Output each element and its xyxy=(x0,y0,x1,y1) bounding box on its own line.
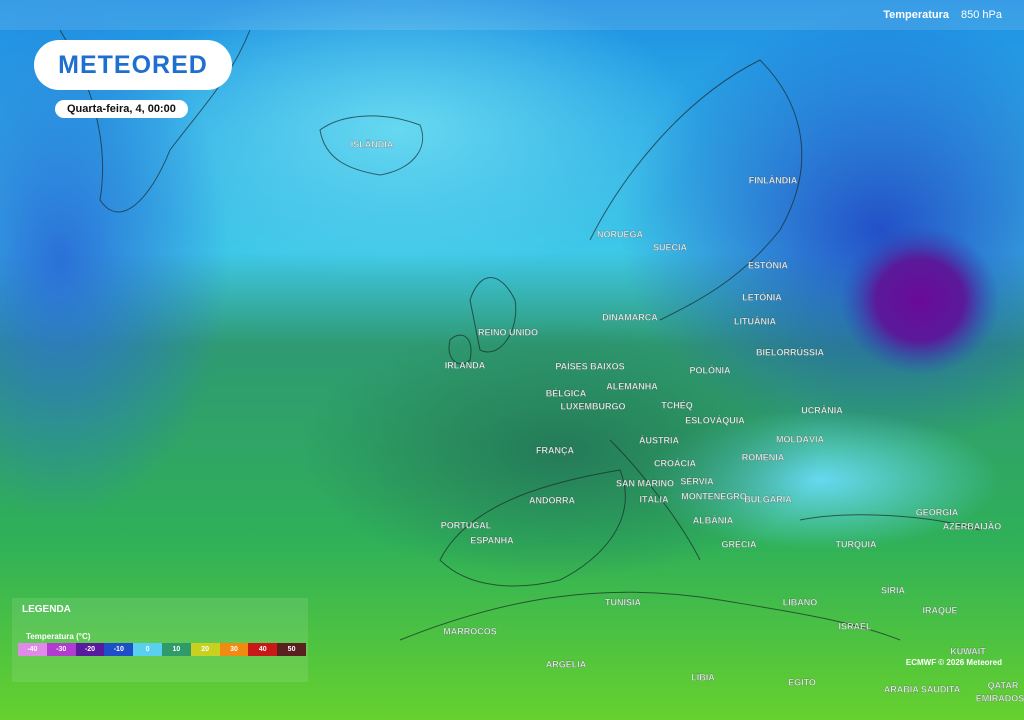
date-chip[interactable]: Quarta-feira, 4, 00:00 xyxy=(55,100,188,118)
scale-tick: -40 xyxy=(18,643,47,656)
country-label: IRAQUE xyxy=(922,605,957,615)
country-label: LITUÂNIA xyxy=(734,315,776,326)
country-label: ISRAEL xyxy=(838,621,872,631)
logo[interactable]: METEORED xyxy=(34,40,232,90)
country-label: LÍBANO xyxy=(783,597,818,607)
country-label: TCHÉQ xyxy=(661,400,693,410)
country-label: SÍRIA xyxy=(881,585,906,595)
country-label: ISLÂNDIA xyxy=(351,138,394,149)
country-label: ALEMANHA xyxy=(606,381,658,391)
legend-scale-title: Temperatura (°C) xyxy=(26,632,91,641)
country-label: POLÓNIA xyxy=(689,364,731,375)
scale-tick: 50 xyxy=(277,643,306,656)
scale-tick: 10 xyxy=(161,643,191,656)
country-label: ESLOVÁQUIA xyxy=(685,415,745,425)
country-label: GRÉCIA xyxy=(721,539,757,549)
country-label: ARÁBIA SAUDITA xyxy=(884,684,961,694)
country-label: GEÓRGIA xyxy=(916,506,959,517)
country-label: UCRÂNIA xyxy=(801,404,843,415)
country-label: LETÓNIA xyxy=(742,291,782,302)
layer-info[interactable]: Temperatura 850 hPa xyxy=(883,9,1002,21)
country-label: LÍBIA xyxy=(691,672,715,682)
country-label: NORUEGA xyxy=(597,229,644,239)
country-label: CROÁCIA xyxy=(654,458,696,468)
country-label: EMIRADOS xyxy=(976,693,1024,703)
variable[interactable]: Temperatura xyxy=(883,9,950,21)
country-label: SAN MARINO xyxy=(616,478,674,488)
country-label: ESTÓNIA xyxy=(748,259,789,270)
country-label: SÉRVIA xyxy=(680,476,714,486)
credit: ECMWF © 2026 Meteored xyxy=(905,658,1002,667)
country-label: ROMÉNIA xyxy=(742,452,785,462)
color-scale: -40 -30 -20 -10 0 10 20 30 40 50 xyxy=(18,643,306,656)
top-bar xyxy=(0,0,1024,30)
scale-tick: 0 xyxy=(133,643,162,656)
country-label: SUÉCIA xyxy=(653,242,688,252)
country-label: ITÁLIA xyxy=(640,494,669,504)
country-label: FRANÇA xyxy=(536,445,574,455)
scale-tick: 40 xyxy=(248,643,278,656)
country-label: AZERBAIJÃO xyxy=(943,521,1002,531)
country-label: BULGÁRIA xyxy=(744,494,792,504)
country-label: ÁUSTRIA xyxy=(639,435,679,445)
country-label: PAÍSES BAIXOS xyxy=(555,361,624,371)
country-label: BIELORRÚSSIA xyxy=(756,346,825,357)
scale-tick: -10 xyxy=(104,643,134,656)
country-label: TUNÍSIA xyxy=(605,597,642,607)
country-label: IRLANDA xyxy=(445,360,486,370)
pressure-level[interactable]: 850 hPa xyxy=(961,9,1002,21)
scale-tick: -20 xyxy=(75,643,105,656)
country-label: TURQUIA xyxy=(836,539,877,549)
country-label: ARGÉLIA xyxy=(546,659,587,669)
country-label: ESPANHA xyxy=(470,535,514,545)
country-label: REINO UNIDO xyxy=(478,327,538,337)
scale-tick: 20 xyxy=(190,643,220,656)
legend: LEGENDA Temperatura (°C) -40 -30 -20 -10 0 10… xyxy=(12,598,308,682)
country-label: MOLDÁVIA xyxy=(776,434,824,444)
country-label: LUXEMBURGO xyxy=(561,401,626,411)
scale-tick: 30 xyxy=(219,643,249,656)
country-label: MONTENEGRO xyxy=(681,491,747,501)
country-label: DINAMARCA xyxy=(602,312,658,322)
country-label: ALBÂNIA xyxy=(693,514,734,525)
scale-tick: -30 xyxy=(46,643,76,656)
country-label: KUWAIT xyxy=(950,646,986,656)
country-label: FINLÂNDIA xyxy=(749,174,798,185)
country-label: PORTUGAL xyxy=(441,520,492,530)
country-label: BÉLGICA xyxy=(546,388,587,398)
legend-title: LEGENDA xyxy=(22,604,71,615)
country-label: MARROCOS xyxy=(443,626,497,636)
country-label: EGITO xyxy=(788,677,816,687)
country-label: ANDORRA xyxy=(529,495,575,505)
country-label: QATAR xyxy=(988,680,1019,690)
